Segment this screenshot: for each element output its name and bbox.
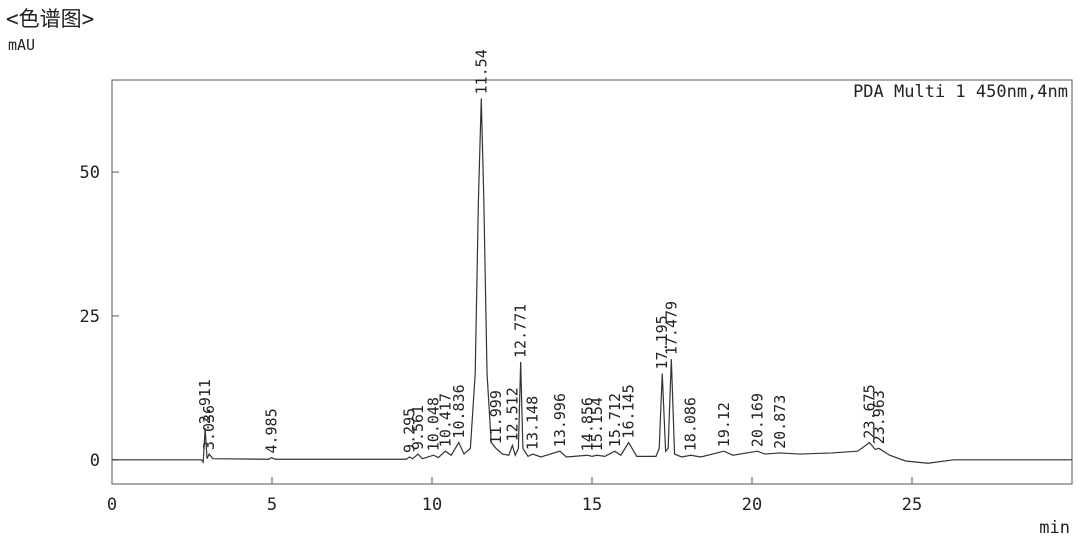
y-tick-label: 50 bbox=[80, 163, 100, 183]
peak-label: 12.512 bbox=[503, 387, 521, 441]
peak-label: 10.048 bbox=[425, 397, 443, 451]
peak-label: 4.985 bbox=[263, 408, 281, 453]
x-tick-label: 20 bbox=[742, 495, 762, 515]
y-axis-label: mAU bbox=[8, 36, 35, 54]
x-tick-label: 15 bbox=[582, 495, 602, 515]
peak-label: 18.086 bbox=[682, 397, 700, 451]
peak-label: 11.54 bbox=[472, 49, 490, 94]
annotation: PDA Multi 1 450nm,4nm bbox=[853, 82, 1068, 102]
x-tick-label: 25 bbox=[902, 495, 922, 515]
x-axis-label: min bbox=[1039, 518, 1070, 538]
peak-label: 23.675 bbox=[861, 384, 879, 438]
peak-label: 10.417 bbox=[436, 393, 454, 447]
peak-label: 2.911 bbox=[196, 379, 214, 424]
y-tick-label: 25 bbox=[80, 307, 100, 327]
x-tick-label: 5 bbox=[267, 495, 277, 515]
x-tick-label: 0 bbox=[107, 495, 117, 515]
x-tick-label: 10 bbox=[422, 495, 442, 515]
peak-label: 23.963 bbox=[870, 390, 888, 444]
peak-label: 14.856 bbox=[578, 397, 596, 451]
chromatogram-trace bbox=[112, 98, 1072, 464]
peak-label: 9.561 bbox=[409, 405, 427, 450]
peak-label: 17.479 bbox=[662, 301, 680, 355]
peak-label: 13.148 bbox=[524, 396, 542, 450]
peak-label: 9.295 bbox=[400, 408, 418, 453]
peak-label: 20.169 bbox=[748, 393, 766, 447]
peak-label: 16.145 bbox=[620, 384, 638, 438]
peak-label: 3.036 bbox=[200, 405, 218, 450]
peak-label: 13.996 bbox=[551, 393, 569, 447]
peak-label: 10.836 bbox=[450, 384, 468, 438]
chart-title: <色谱图> bbox=[6, 7, 94, 31]
peak-label: 17.195 bbox=[653, 315, 671, 369]
peak-label: 20.873 bbox=[771, 395, 789, 449]
peak-label: 15.712 bbox=[606, 393, 624, 447]
peak-label: 11.999 bbox=[487, 390, 505, 444]
peak-label: 12.771 bbox=[512, 304, 530, 358]
y-tick-label: 0 bbox=[90, 451, 100, 471]
peak-label: 19.12 bbox=[715, 402, 733, 447]
peak-label: 15.154 bbox=[588, 397, 606, 451]
